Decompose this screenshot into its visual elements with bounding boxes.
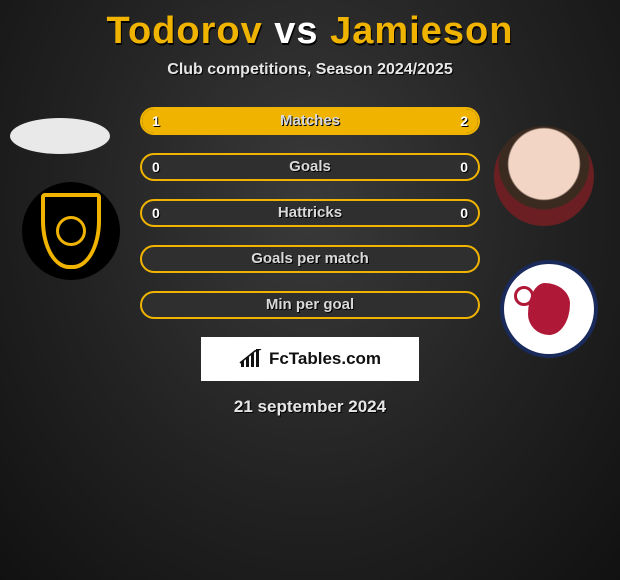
player2-club-badge (500, 260, 598, 358)
vs-text: vs (274, 10, 318, 52)
shield-icon (41, 193, 101, 269)
comparison-title: Todorov vs Jamieson (0, 0, 620, 53)
stat-row-goals-per-match: Goals per match (140, 245, 480, 273)
player1-club-badge (22, 182, 120, 280)
player1-name: Todorov (107, 10, 263, 52)
stat-row-matches: 1 Matches 2 (140, 107, 480, 135)
stat-row-hattricks: 0 Hattricks 0 (140, 199, 480, 227)
lion-icon (528, 283, 570, 335)
attribution-text: FcTables.com (269, 349, 381, 369)
player1-avatar (10, 118, 110, 154)
stat-label: Goals per match (142, 247, 478, 271)
stats-panel: 1 Matches 2 0 Goals 0 0 Hattricks 0 Goal… (140, 107, 480, 319)
player2-avatar (494, 126, 594, 226)
player2-name: Jamieson (330, 10, 513, 52)
stat-label: Matches (142, 109, 478, 133)
stat-row-goals: 0 Goals 0 (140, 153, 480, 181)
stat-label: Hattricks (142, 201, 478, 225)
attribution-badge[interactable]: FcTables.com (201, 337, 419, 381)
bar-chart-icon (239, 349, 265, 369)
stat-label: Goals (142, 155, 478, 179)
stat-value-right: 0 (460, 155, 468, 179)
date-label: 21 september 2024 (0, 397, 620, 417)
stat-label: Min per goal (142, 293, 478, 317)
stat-row-min-per-goal: Min per goal (140, 291, 480, 319)
stat-value-right: 2 (460, 109, 468, 133)
subtitle: Club competitions, Season 2024/2025 (0, 61, 620, 79)
stat-value-right: 0 (460, 201, 468, 225)
